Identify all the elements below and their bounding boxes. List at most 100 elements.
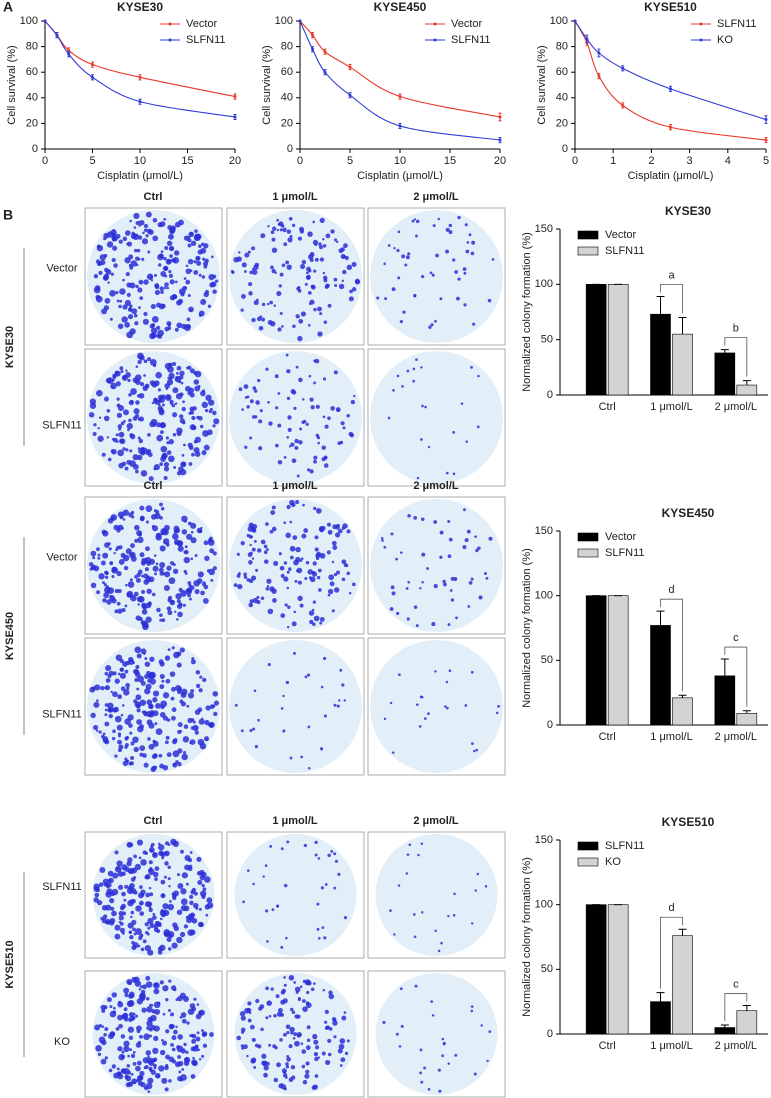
colony [123, 409, 129, 416]
colony [250, 1058, 256, 1064]
colony [148, 860, 153, 865]
colony [180, 692, 187, 699]
colony [143, 223, 149, 229]
colony [291, 621, 297, 627]
plate [375, 834, 498, 956]
colony [413, 913, 416, 916]
colony [152, 710, 159, 717]
colony [306, 990, 310, 995]
colony [244, 445, 248, 449]
colony [140, 889, 146, 895]
y-axis-label: Normalized colony formation (%) [521, 548, 533, 708]
colony [171, 707, 177, 713]
colony [158, 753, 163, 758]
colony [304, 282, 308, 286]
colony [135, 284, 139, 289]
colony [240, 729, 244, 733]
colony [167, 365, 174, 373]
colony [98, 1024, 103, 1028]
legend-label: Vector [186, 18, 218, 30]
colony [159, 462, 164, 466]
colony [166, 286, 170, 290]
colony [297, 236, 302, 241]
colony [393, 933, 396, 936]
colony [125, 1075, 132, 1082]
colony [446, 471, 449, 475]
colony [316, 902, 320, 906]
error-bar [720, 1024, 729, 1028]
colony [323, 463, 329, 468]
colony [136, 248, 141, 253]
y-tick-label: 80 [26, 41, 38, 53]
colony [297, 998, 301, 1002]
colony [274, 374, 279, 379]
colony [204, 719, 210, 726]
colony [130, 741, 135, 746]
colony [251, 557, 255, 560]
colony [286, 625, 290, 629]
colony [255, 568, 259, 572]
column-label: Ctrl [144, 480, 163, 492]
colony [175, 760, 179, 764]
colony [137, 436, 141, 440]
colony [180, 701, 186, 707]
colony [119, 667, 125, 672]
colony [188, 864, 193, 869]
colony [133, 890, 138, 895]
colony [103, 592, 110, 599]
colony [293, 610, 297, 614]
colony [291, 458, 297, 464]
colony [185, 1050, 189, 1054]
colony [100, 1058, 107, 1065]
colony [292, 1036, 296, 1040]
colony [389, 909, 392, 912]
colony [172, 568, 179, 574]
colony [315, 404, 320, 409]
colony [190, 1033, 195, 1038]
colony [210, 578, 214, 582]
colony [160, 879, 166, 885]
colony [201, 1032, 207, 1037]
colony [159, 909, 167, 917]
colony [339, 440, 344, 445]
legend-swatch [577, 230, 599, 240]
colony [176, 365, 182, 371]
colony [281, 263, 286, 268]
colony [160, 507, 165, 511]
colony [305, 271, 309, 275]
colony [182, 400, 185, 404]
colony [130, 910, 135, 915]
colony [157, 1001, 161, 1005]
colony [169, 599, 176, 606]
colony [313, 459, 317, 464]
colony [407, 252, 411, 256]
colony [327, 303, 332, 308]
colony [286, 504, 291, 510]
y-tick-label: 100 [275, 15, 293, 27]
colony [95, 259, 101, 264]
colony [271, 908, 275, 912]
colony [164, 655, 171, 661]
colony [156, 434, 164, 442]
colony [141, 238, 149, 245]
colony [266, 578, 272, 584]
colony [414, 984, 418, 988]
colony [148, 907, 153, 913]
colony [154, 572, 157, 576]
colony [118, 915, 124, 921]
colony [316, 508, 322, 514]
colony [174, 280, 178, 284]
colony [146, 588, 152, 595]
colony [124, 604, 128, 608]
colony [162, 692, 170, 699]
colony [106, 599, 112, 605]
colony [309, 619, 314, 625]
colony [383, 717, 387, 721]
colony [117, 739, 122, 745]
plate [229, 640, 362, 773]
colony [193, 439, 198, 444]
colony [141, 609, 148, 615]
colony [444, 705, 447, 708]
colony [341, 559, 347, 565]
colony [246, 869, 250, 872]
